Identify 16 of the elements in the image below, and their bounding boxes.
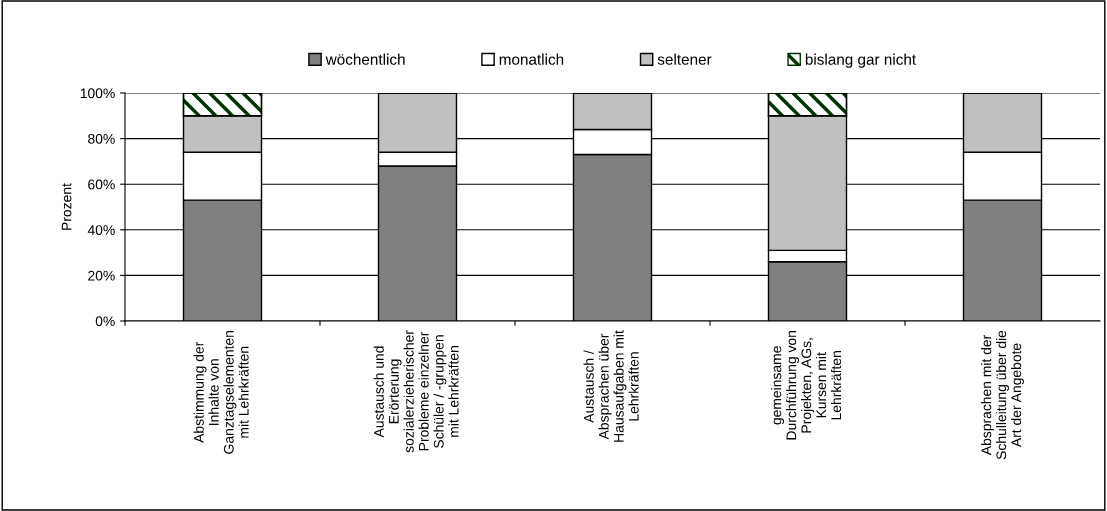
legend-label: wöchentlich (325, 53, 405, 65)
y-tick-label: 40% (87, 225, 115, 235)
legend-label: monatlich (499, 53, 564, 65)
legend-label: bislang gar nicht (805, 53, 916, 68)
y-tick-label: 60% (88, 179, 115, 190)
x-tick-label: Abstimmung der Inhalte von Ganztagselementen mit Lehrkräften (193, 331, 249, 454)
x-tick-label: Absprachen mit der Schulleitung über die Art der Angebote (981, 330, 1024, 460)
x-tick-label: Austausch und Erörterung sozialerzieherischer Probleme einzelner Schüler / -gruppen mit Lehrkräften (373, 330, 459, 453)
y-tick-label: 100% (80, 88, 115, 99)
x-tick-label: Austausch / Absprachen über Hausaufgaben mit Lehrkräften (583, 330, 639, 442)
y-axis-title: Prozent (61, 183, 72, 230)
y-tick-label: 0% (95, 316, 115, 327)
legend-label: seltener (657, 53, 712, 65)
x-tick-label: gemeinsame Durchführung von Projekten, AGs, Kursen mit Lehrkräften (771, 331, 842, 440)
y-tick-label: 80% (88, 133, 115, 144)
y-tick-label: 20% (88, 270, 115, 281)
